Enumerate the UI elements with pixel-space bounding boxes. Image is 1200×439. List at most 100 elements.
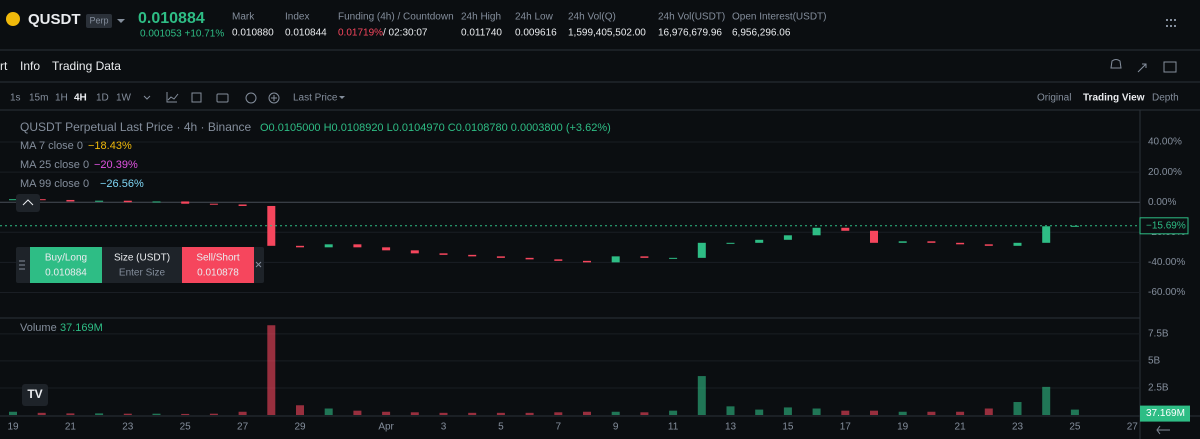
volume-bar <box>1042 386 1051 415</box>
coin-icon <box>6 12 20 26</box>
x-tick-label: 23 <box>1012 422 1024 433</box>
more-menu[interactable] <box>1166 19 1176 27</box>
stat-value: 0.01719% <box>338 28 383 39</box>
symbol-dropdown[interactable] <box>117 19 125 23</box>
x-tick-label: 23 <box>122 422 134 433</box>
view-option[interactable]: Original <box>1037 93 1071 104</box>
tab[interactable]: rt <box>0 59 8 73</box>
tv-logo-text: TV <box>27 387 42 401</box>
volume-bar <box>95 413 104 415</box>
y-tick-label: 0.00% <box>1148 197 1176 208</box>
tool-icons[interactable] <box>143 92 280 104</box>
x-tick-label: 11 <box>668 422 679 433</box>
candle <box>755 239 764 243</box>
volume-bar <box>697 376 706 415</box>
stat-label: 24h High <box>461 12 501 23</box>
candle <box>123 200 132 203</box>
interval[interactable]: 1H <box>55 93 68 104</box>
candle <box>726 242 735 244</box>
x-tick-label: 25 <box>180 422 192 433</box>
volume-tick-label: 7.5B <box>1148 329 1169 340</box>
volume-value: 37.169M <box>60 322 103 334</box>
x-tick-label: 15 <box>782 422 794 433</box>
candle <box>812 227 821 236</box>
volume-bar <box>525 412 534 415</box>
candle <box>1070 225 1079 227</box>
volume-bar <box>267 325 276 415</box>
volume-bar <box>37 412 46 415</box>
symbol[interactable]: QUSDT <box>28 11 81 28</box>
price-change: 0.001053 +10.71% <box>140 29 224 40</box>
ma-name: MA 99 close 0 <box>20 178 89 190</box>
stat-value: 6,956,296.06 <box>732 28 791 39</box>
drag-handle[interactable] <box>19 260 25 270</box>
sell-button[interactable] <box>182 247 254 283</box>
volume-bar <box>1013 402 1022 415</box>
collapse-legend[interactable] <box>16 194 40 212</box>
interval[interactable]: 4H <box>74 93 87 104</box>
candle <box>525 257 534 260</box>
candle <box>410 250 419 254</box>
volume-bar <box>468 412 477 415</box>
y-tick-label: 20.00% <box>1148 167 1182 178</box>
interval[interactable]: 1W <box>116 93 132 104</box>
volume-bar <box>439 412 448 415</box>
tab[interactable]: Info <box>20 59 40 73</box>
view-option[interactable]: Depth <box>1152 93 1179 104</box>
volume-badge <box>1140 405 1190 422</box>
volume-bar <box>927 411 936 415</box>
volume-bar <box>669 410 678 415</box>
sell-label: Sell/Short <box>196 253 240 264</box>
stat-label: Open Interest(USDT) <box>732 12 826 23</box>
x-tick-label: Apr <box>378 422 394 433</box>
volume-tick-label: 5B <box>1148 356 1161 367</box>
volume-bar <box>296 405 304 415</box>
volume-bar <box>324 408 333 415</box>
volume-bar <box>410 412 419 415</box>
price-type[interactable]: Last Price <box>293 93 338 104</box>
candle <box>468 254 477 257</box>
x-tick-label: 19 <box>897 422 909 433</box>
interval[interactable]: 1D <box>96 93 109 104</box>
tab[interactable]: Trading Data <box>52 59 121 73</box>
buy-button[interactable] <box>30 247 102 283</box>
x-tick-label: 7 <box>556 422 562 433</box>
volume-bar <box>382 411 391 415</box>
axis-settings[interactable] <box>1156 425 1170 435</box>
ma-name: MA 7 close 0 <box>20 140 83 152</box>
candle <box>841 227 850 231</box>
ma-value: −18.43% <box>88 140 132 152</box>
x-tick-label: 3 <box>441 422 447 433</box>
last-price: 0.010884 <box>138 10 205 27</box>
y-tick-label: -40.00% <box>1148 257 1185 268</box>
volume-bar <box>755 409 764 415</box>
volume-bar <box>353 410 362 415</box>
interval[interactable]: 15m <box>29 93 48 104</box>
candle <box>611 256 620 263</box>
y-tick-label: -60.00% <box>1148 287 1185 298</box>
candle <box>9 199 17 201</box>
candle <box>353 244 362 248</box>
x-tick-label: 17 <box>840 422 852 433</box>
last-price-badge <box>1139 217 1189 235</box>
volume-bar <box>123 413 132 415</box>
ma-value: −20.39% <box>94 159 138 171</box>
stat-extra: / 02:30:07 <box>383 28 428 39</box>
close-panel[interactable] <box>255 261 262 268</box>
candle <box>783 235 792 240</box>
stat-value: 1,599,405,502.00 <box>568 28 646 39</box>
candle <box>583 260 591 263</box>
size-input[interactable]: Enter Size <box>119 268 166 279</box>
candle <box>697 242 706 258</box>
tv-logo[interactable] <box>22 384 48 406</box>
y-tick-label: 40.00% <box>1148 137 1182 148</box>
view-option[interactable]: Trading View <box>1083 93 1145 104</box>
ma-name: MA 25 close 0 <box>20 159 89 171</box>
legend-title: QUSDT Perpetual Last Price · 4h · Binanc… <box>20 120 252 134</box>
candle <box>1042 226 1051 243</box>
volume-bar <box>984 408 993 415</box>
tab-icons[interactable] <box>1110 59 1177 73</box>
candle <box>439 253 448 255</box>
interval[interactable]: 1s <box>10 93 21 104</box>
